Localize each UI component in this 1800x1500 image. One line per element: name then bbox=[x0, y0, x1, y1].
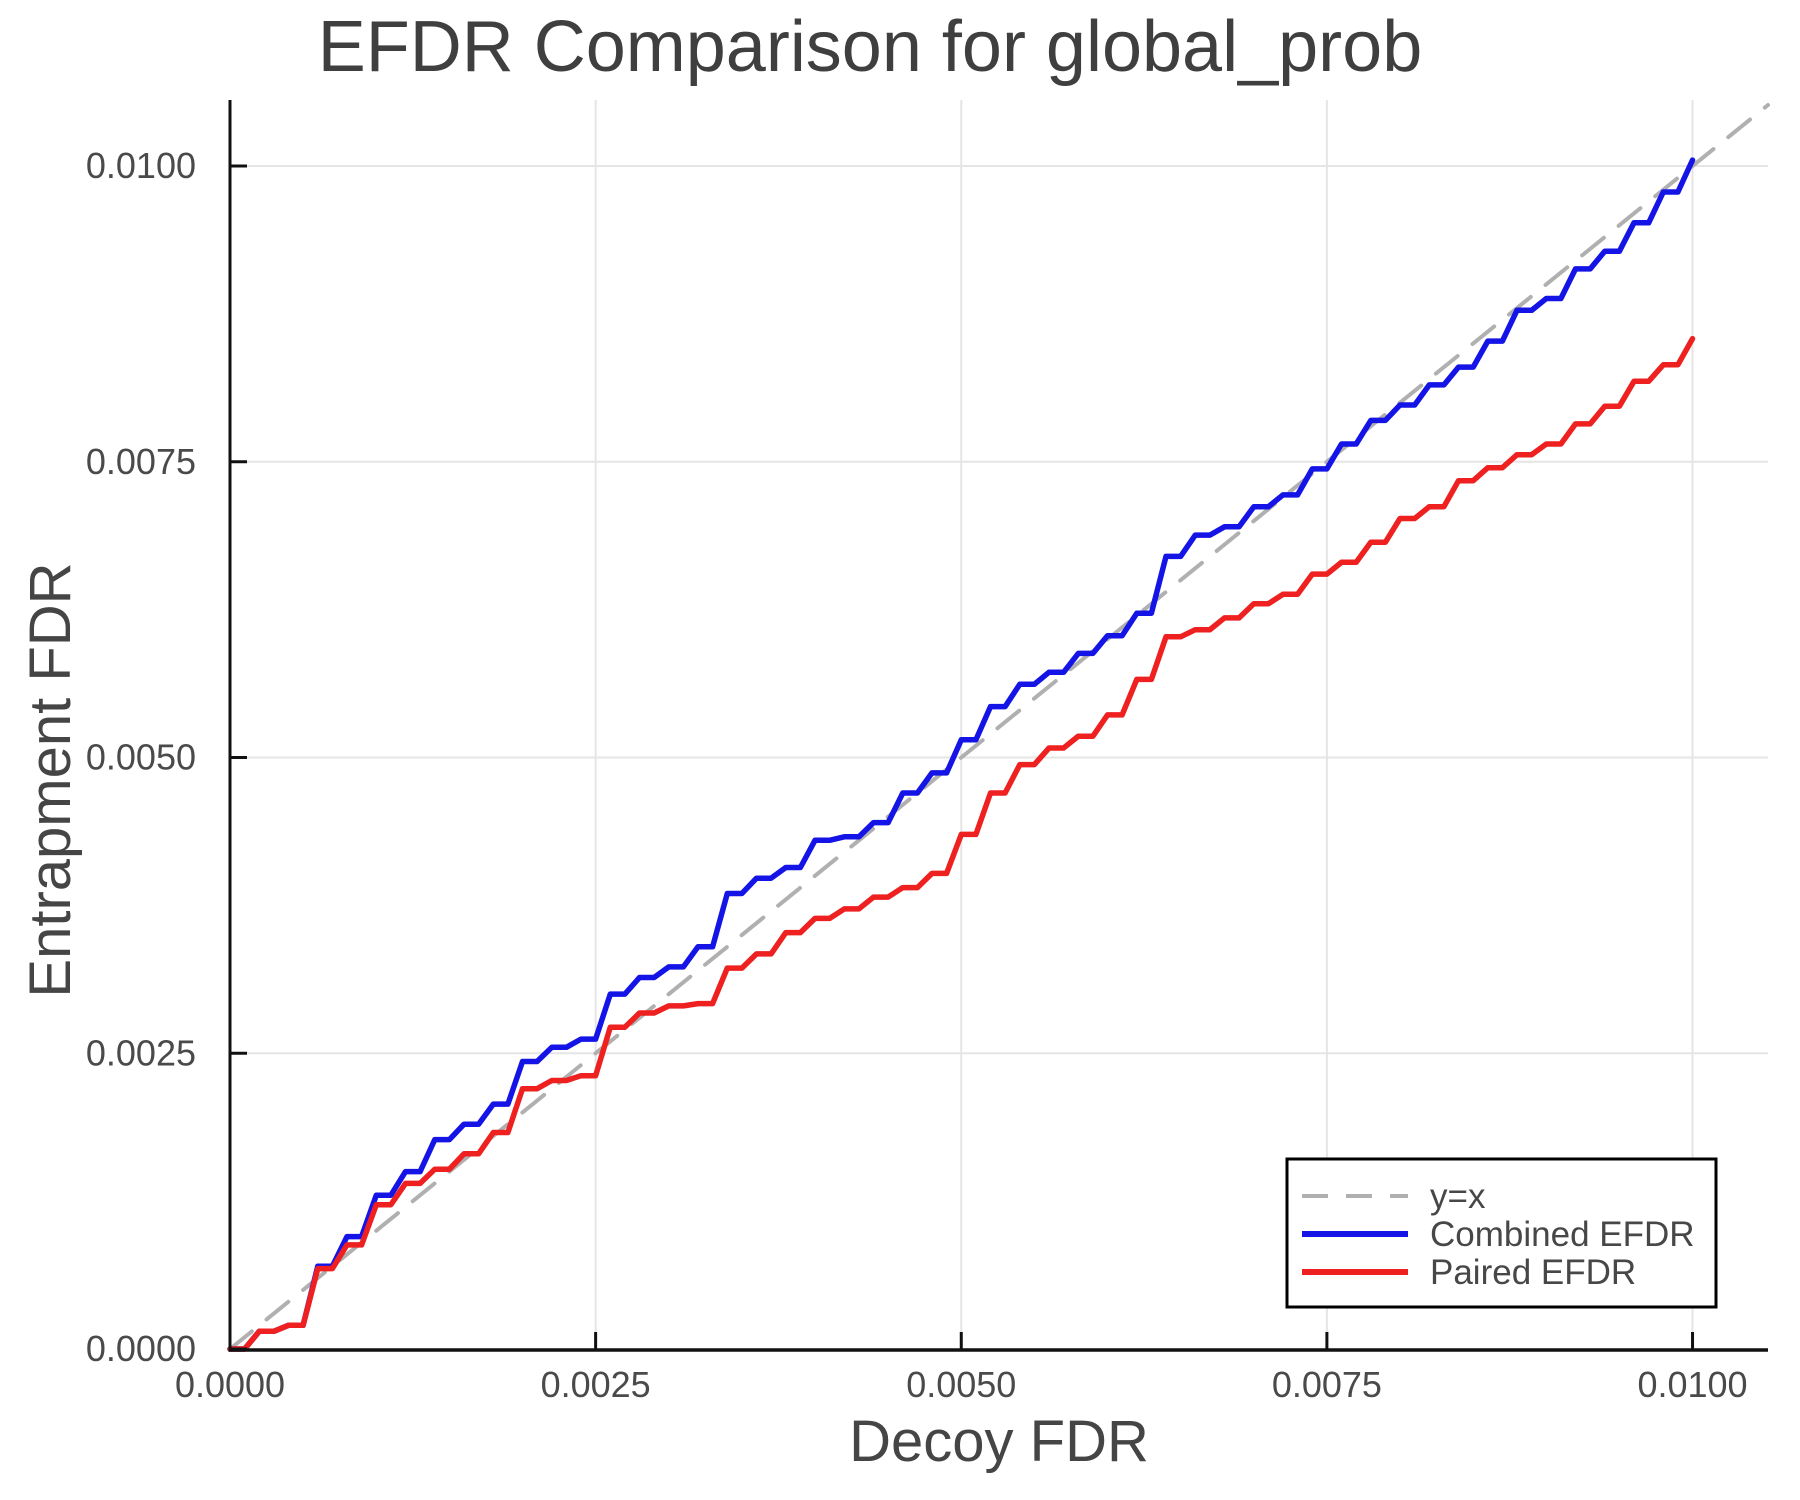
chart-title: EFDR Comparison for global_prob bbox=[317, 7, 1423, 87]
x-tick-label: 0.0000 bbox=[175, 1364, 285, 1405]
x-tick-label: 0.0025 bbox=[541, 1364, 651, 1405]
legend bbox=[1285, 1157, 1718, 1309]
y-tick-label: 0.0050 bbox=[86, 737, 196, 778]
legend-label-paired-efdr: Paired EFDR bbox=[1430, 1253, 1636, 1292]
series-paired-efdr bbox=[227, 335, 1696, 1352]
x-tick-label: 0.0050 bbox=[906, 1364, 1016, 1405]
legend-label-combined-efdr: Combined EFDR bbox=[1430, 1215, 1695, 1254]
y-tick-label: 0.0000 bbox=[86, 1328, 196, 1369]
x-tick-label: 0.0075 bbox=[1272, 1364, 1382, 1405]
y-tick-label: 0.0025 bbox=[86, 1032, 196, 1073]
y-tick-label: 0.0100 bbox=[86, 145, 196, 186]
series-combined-efdr bbox=[227, 157, 1696, 1352]
y-tick-label: 0.0075 bbox=[86, 441, 196, 482]
x-tick-label: 0.0100 bbox=[1637, 1364, 1747, 1405]
legend-label-y-x: y=x bbox=[1430, 1177, 1486, 1216]
x-axis-title: Decoy FDR bbox=[849, 1409, 1149, 1474]
y-axis-title: Entrapment FDR bbox=[18, 562, 83, 998]
